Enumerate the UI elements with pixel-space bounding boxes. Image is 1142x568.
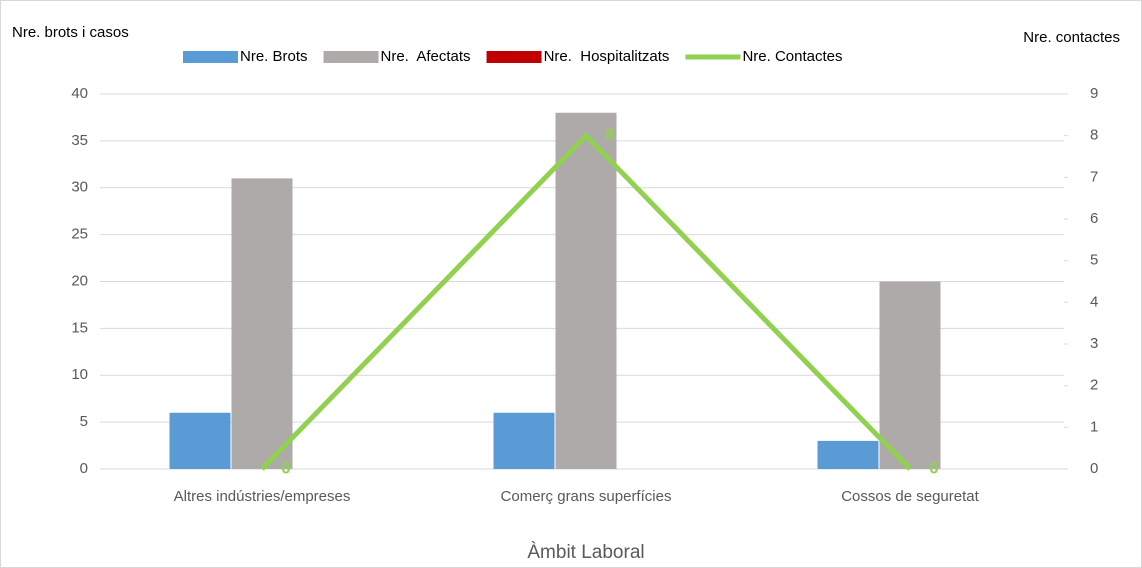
y2-tick-label: 0 — [1090, 460, 1098, 477]
data-label: 0 — [281, 458, 290, 477]
bar — [169, 412, 231, 469]
y-tick-label: 30 — [71, 179, 88, 196]
legend-swatch — [323, 51, 379, 63]
y-tick-label: 5 — [80, 413, 88, 430]
y-tick-label: 35 — [71, 132, 88, 149]
y-tick-label: 25 — [71, 226, 88, 243]
y2-tick-label: 2 — [1090, 377, 1098, 394]
bar — [555, 112, 617, 469]
y-tick-label: 40 — [71, 85, 88, 102]
legend-label: Nre. Hospitalitzats — [544, 48, 670, 65]
y2-tick-label: 6 — [1090, 210, 1098, 227]
y2-axis-title: Nre. contactes — [1023, 29, 1120, 46]
y-axis-title: Nre. brots i casos — [12, 24, 129, 41]
x-tick-label: Cossos de seguretat — [841, 488, 979, 505]
y2-tick-label: 4 — [1090, 293, 1098, 310]
y-tick-label: 10 — [71, 366, 88, 383]
data-label: 8 — [605, 125, 614, 144]
bar — [231, 178, 293, 469]
legend-swatch — [486, 51, 542, 63]
y-tick-label: 0 — [80, 460, 88, 477]
x-axis-title: Àmbit Laboral — [527, 542, 644, 563]
y2-tick-label: 3 — [1090, 335, 1098, 352]
y2-tick-label: 1 — [1090, 418, 1098, 435]
x-tick-label: Altres indústries/empreses — [174, 488, 351, 505]
y2-tick-label: 5 — [1090, 252, 1098, 269]
line — [260, 132, 912, 471]
legend-label: Nre. Brots — [240, 48, 308, 65]
y2-tick-label: 7 — [1090, 168, 1098, 185]
y-tick-label: 15 — [71, 319, 88, 336]
x-tick-label: Comerç grans superfícies — [501, 488, 672, 505]
data-label: 0 — [929, 458, 938, 477]
y-tick-label: 20 — [71, 272, 88, 289]
bar — [879, 281, 941, 469]
legend-swatch — [183, 51, 238, 63]
y2-tick-label: 9 — [1090, 85, 1098, 102]
legend-label: Nre. Afectats — [381, 48, 471, 65]
bar — [493, 412, 555, 469]
bar — [817, 440, 879, 469]
y2-tick-label: 8 — [1090, 127, 1098, 144]
legend-label: Nre. Contactes — [742, 48, 842, 65]
